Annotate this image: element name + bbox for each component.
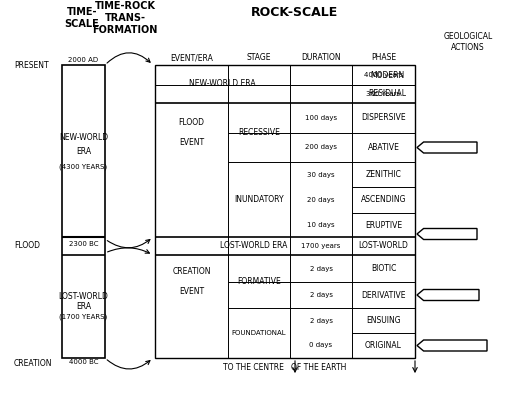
Text: GEOLOGICAL
ACTIONS: GEOLOGICAL ACTIONS <box>443 32 493 52</box>
Text: FORMATIVE: FORMATIVE <box>237 277 281 286</box>
Text: ERUPTIVE: ERUPTIVE <box>365 220 402 230</box>
Text: ABATIVE: ABATIVE <box>435 144 466 150</box>
Text: 1700 years: 1700 years <box>301 243 341 249</box>
Text: ABATIVE: ABATIVE <box>368 143 399 152</box>
Text: ERA: ERA <box>76 302 91 311</box>
FancyArrowPatch shape <box>107 240 150 248</box>
Text: FOUNDATIONAL: FOUNDATIONAL <box>427 343 484 349</box>
Text: STAGE: STAGE <box>247 53 271 62</box>
Text: DISPERSIVE: DISPERSIVE <box>361 113 406 123</box>
Text: 2 days: 2 days <box>309 318 332 324</box>
Text: ENSUING: ENSUING <box>366 316 401 325</box>
Text: TIME-ROCK
TRANS-
FORMATION: TIME-ROCK TRANS- FORMATION <box>92 2 158 35</box>
Text: PHASE: PHASE <box>371 53 396 62</box>
Text: RECESSIVE: RECESSIVE <box>238 128 280 137</box>
Text: LOST-WORLD ERA: LOST-WORLD ERA <box>220 242 287 250</box>
Polygon shape <box>417 142 477 153</box>
Text: BIOTIC: BIOTIC <box>371 264 396 273</box>
Text: NEW-WORLD ERA: NEW-WORLD ERA <box>189 80 256 88</box>
Text: 2000 AD: 2000 AD <box>68 57 98 63</box>
FancyArrowPatch shape <box>107 360 150 369</box>
Text: 300 Years: 300 Years <box>367 91 401 97</box>
Text: FLOOD: FLOOD <box>14 242 40 250</box>
Text: LOST-WORLD: LOST-WORLD <box>58 292 108 301</box>
Text: 100 days: 100 days <box>305 115 337 121</box>
Polygon shape <box>417 340 487 351</box>
Text: CREATION

EVENT: CREATION EVENT <box>172 267 211 297</box>
Polygon shape <box>417 228 477 240</box>
Text: 20 days: 20 days <box>307 197 335 203</box>
Text: 2 days: 2 days <box>309 292 332 298</box>
Text: RESIDUAL: RESIDUAL <box>368 90 406 98</box>
Text: DERIVATIVE: DERIVATIVE <box>361 291 406 300</box>
Text: TO THE CENTRE   OF THE EARTH: TO THE CENTRE OF THE EARTH <box>224 363 347 373</box>
Text: ERA: ERA <box>76 146 91 156</box>
Text: 4000 years: 4000 years <box>364 72 403 78</box>
Text: ERUPTIVE: ERUPTIVE <box>432 231 468 237</box>
Text: DURATION: DURATION <box>301 53 341 62</box>
Text: INUNDATORY: INUNDATORY <box>234 195 284 204</box>
Text: ZENITHIC: ZENITHIC <box>366 170 401 179</box>
Text: ORIGINAL: ORIGINAL <box>365 341 402 350</box>
Text: CREATION: CREATION <box>14 359 53 367</box>
Text: 30 days: 30 days <box>307 172 335 178</box>
Polygon shape <box>62 65 105 358</box>
Text: FOUNDATIONAL: FOUNDATIONAL <box>231 330 286 336</box>
Text: ROCK-SCALE: ROCK-SCALE <box>251 6 339 18</box>
Text: 0 days: 0 days <box>309 343 332 349</box>
Text: LOST-WORLD: LOST-WORLD <box>359 242 408 250</box>
Text: (4300 YEARS): (4300 YEARS) <box>59 164 107 170</box>
Polygon shape <box>417 289 479 300</box>
FancyArrowPatch shape <box>107 248 149 253</box>
Text: FLOOD

EVENT: FLOOD EVENT <box>178 117 205 147</box>
Text: 10 days: 10 days <box>307 222 335 228</box>
Text: FORMATIVE: FORMATIVE <box>430 292 472 298</box>
Text: NEW-WORLD: NEW-WORLD <box>59 133 108 142</box>
Polygon shape <box>155 65 415 358</box>
Text: ASCENDING: ASCENDING <box>361 195 406 205</box>
Text: MODERN: MODERN <box>370 70 404 80</box>
Text: PRESENT: PRESENT <box>14 60 48 70</box>
Text: TIME-
SCALE: TIME- SCALE <box>65 7 99 29</box>
Text: 4000 BC: 4000 BC <box>69 359 98 365</box>
Text: 200 days: 200 days <box>305 144 337 150</box>
Text: 2 days: 2 days <box>309 265 332 271</box>
Text: 2300 BC: 2300 BC <box>69 241 98 247</box>
Text: EVENT/ERA: EVENT/ERA <box>170 53 213 62</box>
Text: (1700 YEARS): (1700 YEARS) <box>59 313 108 320</box>
FancyArrowPatch shape <box>107 53 150 63</box>
